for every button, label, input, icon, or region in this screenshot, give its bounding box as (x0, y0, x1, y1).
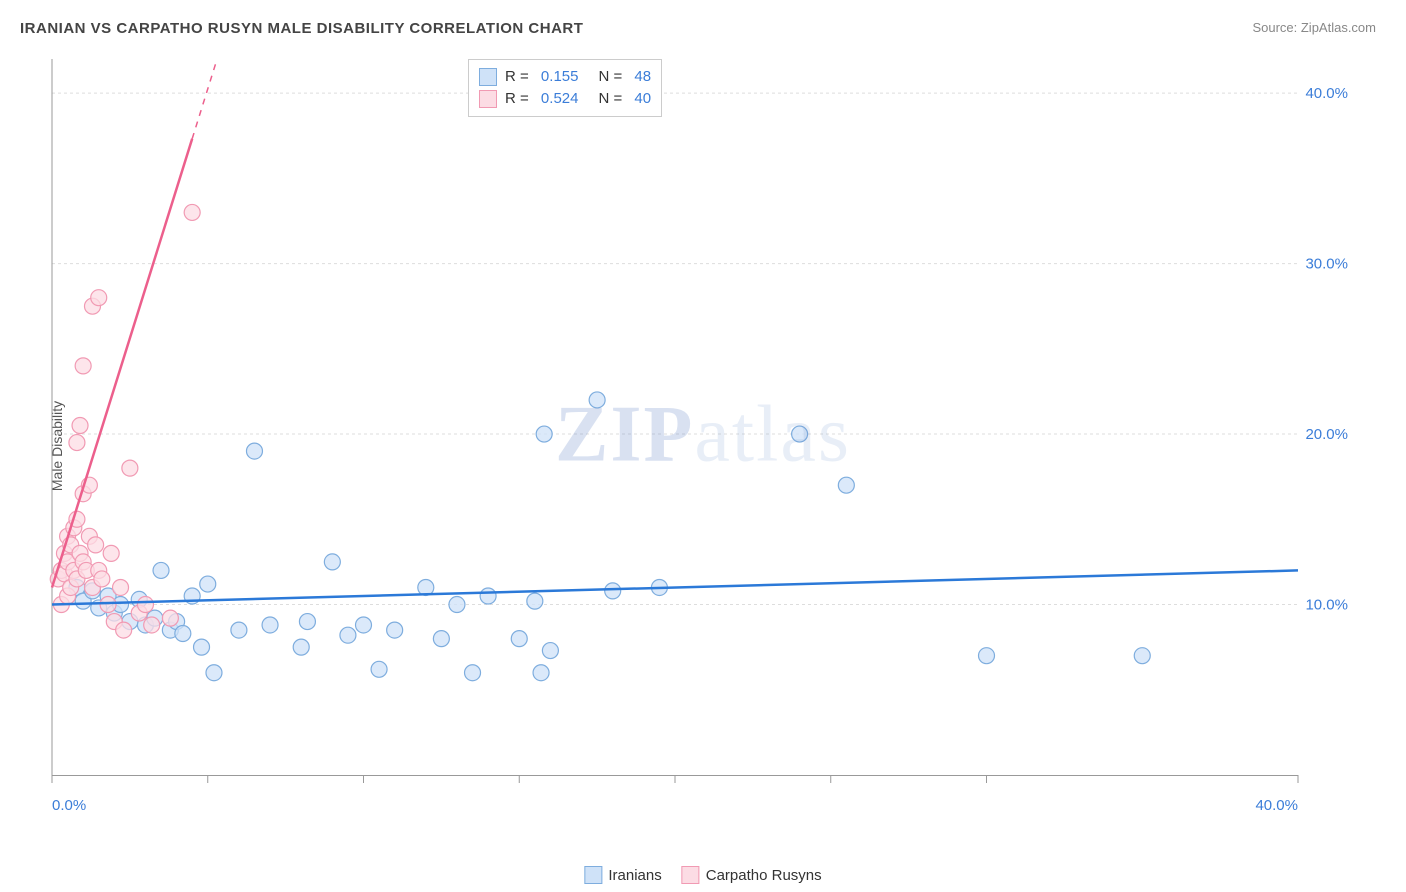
n-label: N = (598, 88, 622, 110)
source-attribution: Source: ZipAtlas.com (1252, 20, 1376, 35)
stats-legend-row: R = 0.524 N = 40 (479, 88, 651, 110)
n-value: 48 (630, 66, 651, 88)
svg-text:30.0%: 30.0% (1305, 256, 1348, 273)
legend-label: Iranians (608, 867, 661, 884)
scatter-chart: 10.0% 20.0% 30.0% 40.0% 0.0% 40.0% (48, 55, 1358, 815)
legend-swatch (479, 90, 497, 108)
n-label: N = (598, 66, 622, 88)
legend-item: Iranians (584, 866, 661, 884)
r-label: R = (505, 66, 529, 88)
r-value: 0.155 (537, 66, 579, 88)
stats-legend-row: R = 0.155 N = 48 (479, 66, 651, 88)
svg-text:0.0%: 0.0% (52, 797, 86, 814)
r-value: 0.524 (537, 88, 579, 110)
n-value: 40 (630, 88, 651, 110)
r-label: R = (505, 88, 529, 110)
legend-item: Carpatho Rusyns (682, 866, 822, 884)
chart-title: IRANIAN VS CARPATHO RUSYN MALE DISABILIT… (20, 20, 583, 37)
legend-label: Carpatho Rusyns (706, 867, 822, 884)
series-legend: Iranians Carpatho Rusyns (584, 866, 821, 884)
svg-text:40.0%: 40.0% (1255, 797, 1298, 814)
legend-swatch (479, 68, 497, 86)
svg-text:20.0%: 20.0% (1305, 426, 1348, 443)
legend-swatch (682, 866, 700, 884)
source-name: ZipAtlas.com (1301, 20, 1376, 35)
svg-text:10.0%: 10.0% (1305, 597, 1348, 614)
source-label: Source: (1252, 20, 1300, 35)
stats-legend: R = 0.155 N = 48 R = 0.524 N = 40 (468, 59, 662, 117)
plot-area: 10.0%20.0%30.0%40.0%0.0%40.0% ZIPatlas R… (48, 55, 1358, 815)
svg-text:40.0%: 40.0% (1305, 85, 1348, 102)
legend-swatch (584, 866, 602, 884)
